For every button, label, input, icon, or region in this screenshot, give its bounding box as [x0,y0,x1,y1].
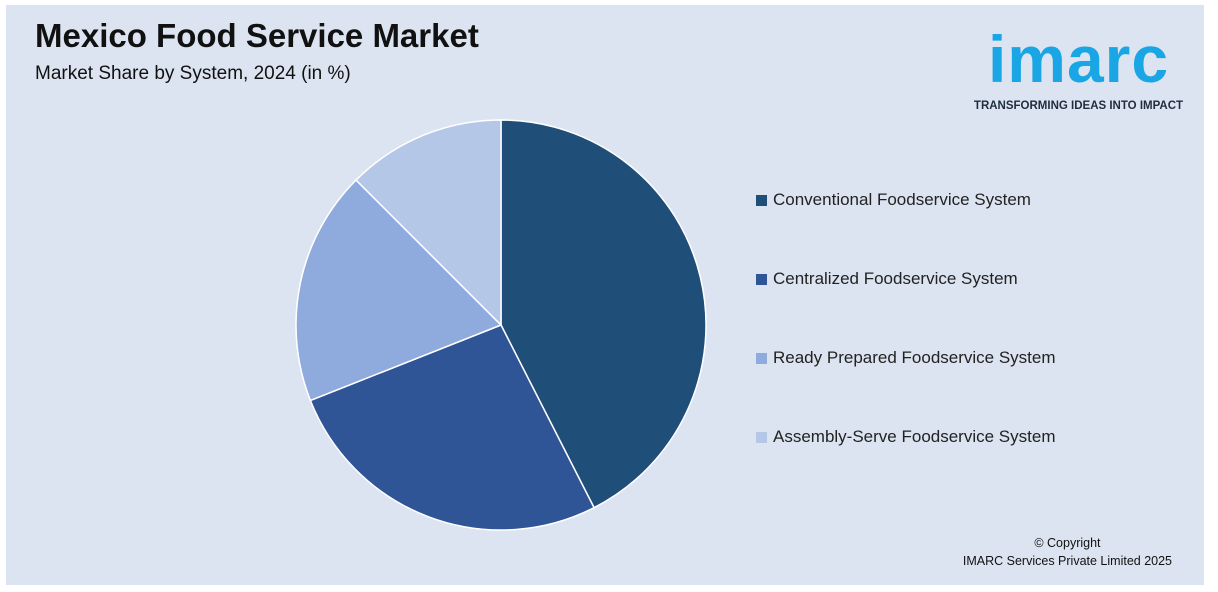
legend-item-ready-prepared: Ready Prepared Foodservice System [756,343,1156,373]
logo-wordmark: imarc [987,22,1170,96]
chart-title: Mexico Food Service Market [35,17,479,54]
pie-slice-centralized [309,324,596,531]
chart-subtitle: Market Share by System, 2024 (in %) [35,63,351,84]
legend-item-assembly-serve: Assembly-Serve Foodservice System [756,422,1156,452]
pie-chart [295,119,707,531]
logo-tagline: TRANSFORMING IDEAS INTO IMPACT [973,100,1184,112]
legend-label-ready-prepared: Ready Prepared Foodservice System [773,348,1056,367]
legend-swatch-centralized [756,273,767,285]
pie-slice-conventional [500,119,707,509]
chart-panel: Mexico Food Service Market Market Share … [6,5,1204,585]
legend-swatch-assembly-serve [756,431,767,443]
chart-legend: Conventional Foodservice System Centrali… [756,185,1156,501]
copyright-company: IMARC Services Private Limited 2025 [962,554,1172,568]
legend-label-centralized: Centralized Foodservice System [773,269,1018,288]
legend-swatch-conventional [756,194,767,206]
imarc-logo: imarc TRANSFORMING IDEAS INTO IMPACT [961,15,1196,115]
pie-slice-ready-prepared [295,178,503,402]
legend-item-conventional: Conventional Foodservice System [756,185,1156,215]
pie-slice-assembly-serve [354,119,502,327]
legend-swatch-ready-prepared [756,352,767,364]
copyright-notice: © Copyright IMARC Services Private Limit… [963,534,1172,570]
legend-label-conventional: Conventional Foodservice System [773,190,1031,209]
legend-label-assembly-serve: Assembly-Serve Foodservice System [773,427,1056,446]
copyright-line: © Copyright [1034,536,1101,550]
legend-item-centralized: Centralized Foodservice System [756,264,1156,294]
